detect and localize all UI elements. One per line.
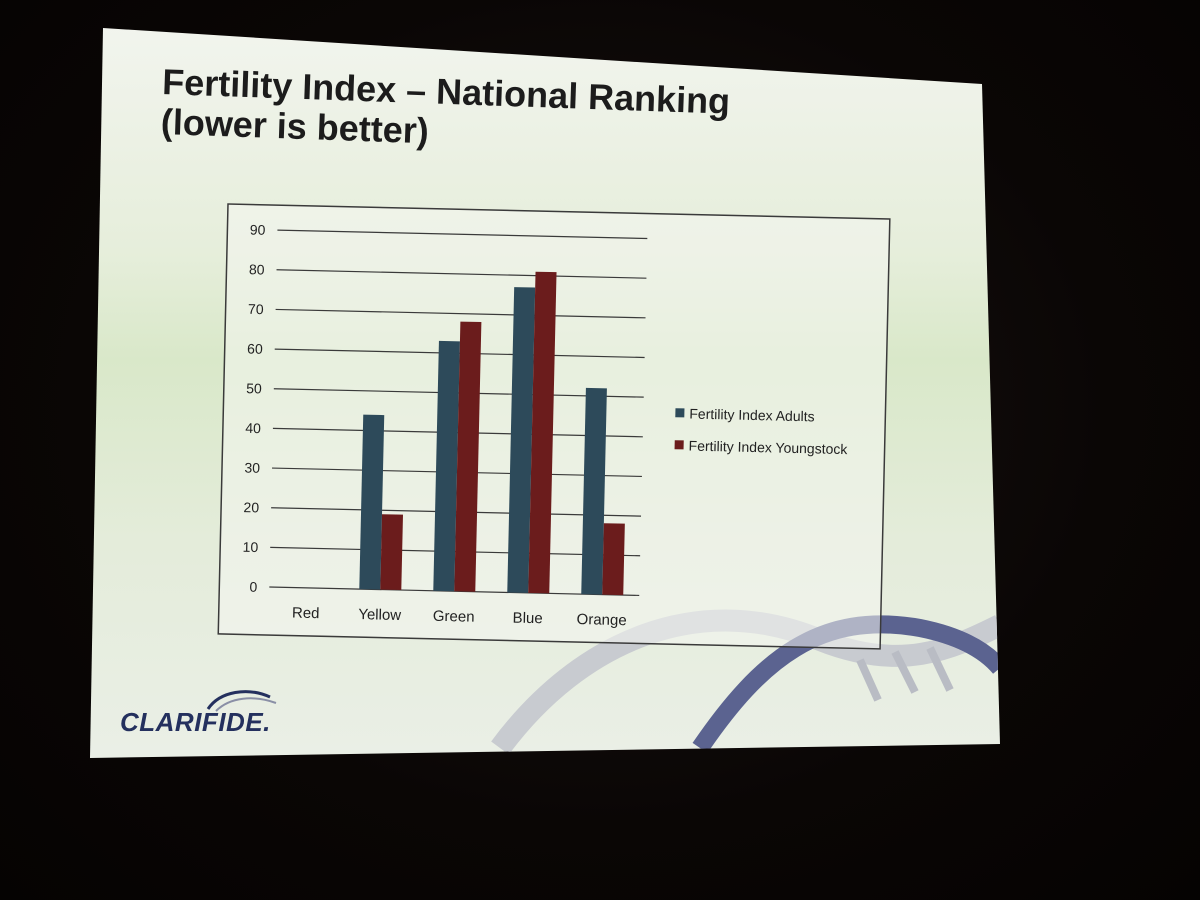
y-tick-label: 30 bbox=[244, 459, 260, 475]
legend: Fertility Index Adults Fertility Index Yo… bbox=[674, 406, 849, 458]
y-tick-label: 10 bbox=[242, 539, 258, 555]
bar-fertility-index-youngstock-orange bbox=[602, 523, 625, 596]
x-tick-label: Yellow bbox=[358, 606, 401, 624]
y-tick-label: 80 bbox=[249, 261, 265, 277]
y-tick-label: 40 bbox=[245, 420, 261, 436]
bar-fertility-index-adults-yellow bbox=[359, 414, 385, 590]
y-tick-label: 0 bbox=[249, 579, 257, 595]
dna-rungs bbox=[856, 646, 954, 702]
x-tick-label: Red bbox=[292, 605, 320, 623]
bars bbox=[359, 271, 625, 596]
legend-label: Fertility Index Youngstock bbox=[688, 438, 848, 458]
x-axis-labels: Red Yellow Green Blue Orange bbox=[292, 605, 627, 630]
gridline bbox=[269, 586, 640, 597]
x-tick-label: Blue bbox=[512, 610, 542, 628]
gridline bbox=[277, 229, 648, 240]
y-tick-label: 20 bbox=[243, 499, 259, 515]
legend-label: Fertility Index Adults bbox=[689, 406, 815, 425]
bar-fertility-index-youngstock-green bbox=[454, 321, 482, 592]
gridline bbox=[276, 269, 647, 279]
bar-fertility-index-adults-green bbox=[433, 340, 460, 592]
x-tick-label: Green bbox=[433, 608, 475, 626]
y-axis-ticks: 0 10 20 30 40 50 60 70 80 90 bbox=[242, 222, 266, 595]
logo-text: CLARIFIDE. bbox=[120, 707, 271, 737]
bar-fertility-index-adults-blue bbox=[507, 287, 536, 593]
logo-arc-icon bbox=[206, 690, 277, 712]
y-tick-label: 50 bbox=[246, 380, 262, 396]
bar-fertility-index-youngstock-yellow bbox=[380, 514, 403, 591]
y-tick-label: 60 bbox=[247, 340, 263, 356]
gridline bbox=[275, 308, 646, 319]
legend-swatch bbox=[674, 440, 684, 450]
bar-fertility-index-youngstock-blue bbox=[528, 271, 557, 594]
y-tick-label: 70 bbox=[248, 301, 264, 317]
clarifide-logo: CLARIFIDE. bbox=[120, 685, 310, 740]
x-tick-label: Orange bbox=[576, 611, 626, 629]
y-tick-label: 90 bbox=[250, 222, 266, 238]
legend-swatch bbox=[675, 408, 685, 418]
bar-fertility-index-adults-orange bbox=[581, 387, 607, 595]
